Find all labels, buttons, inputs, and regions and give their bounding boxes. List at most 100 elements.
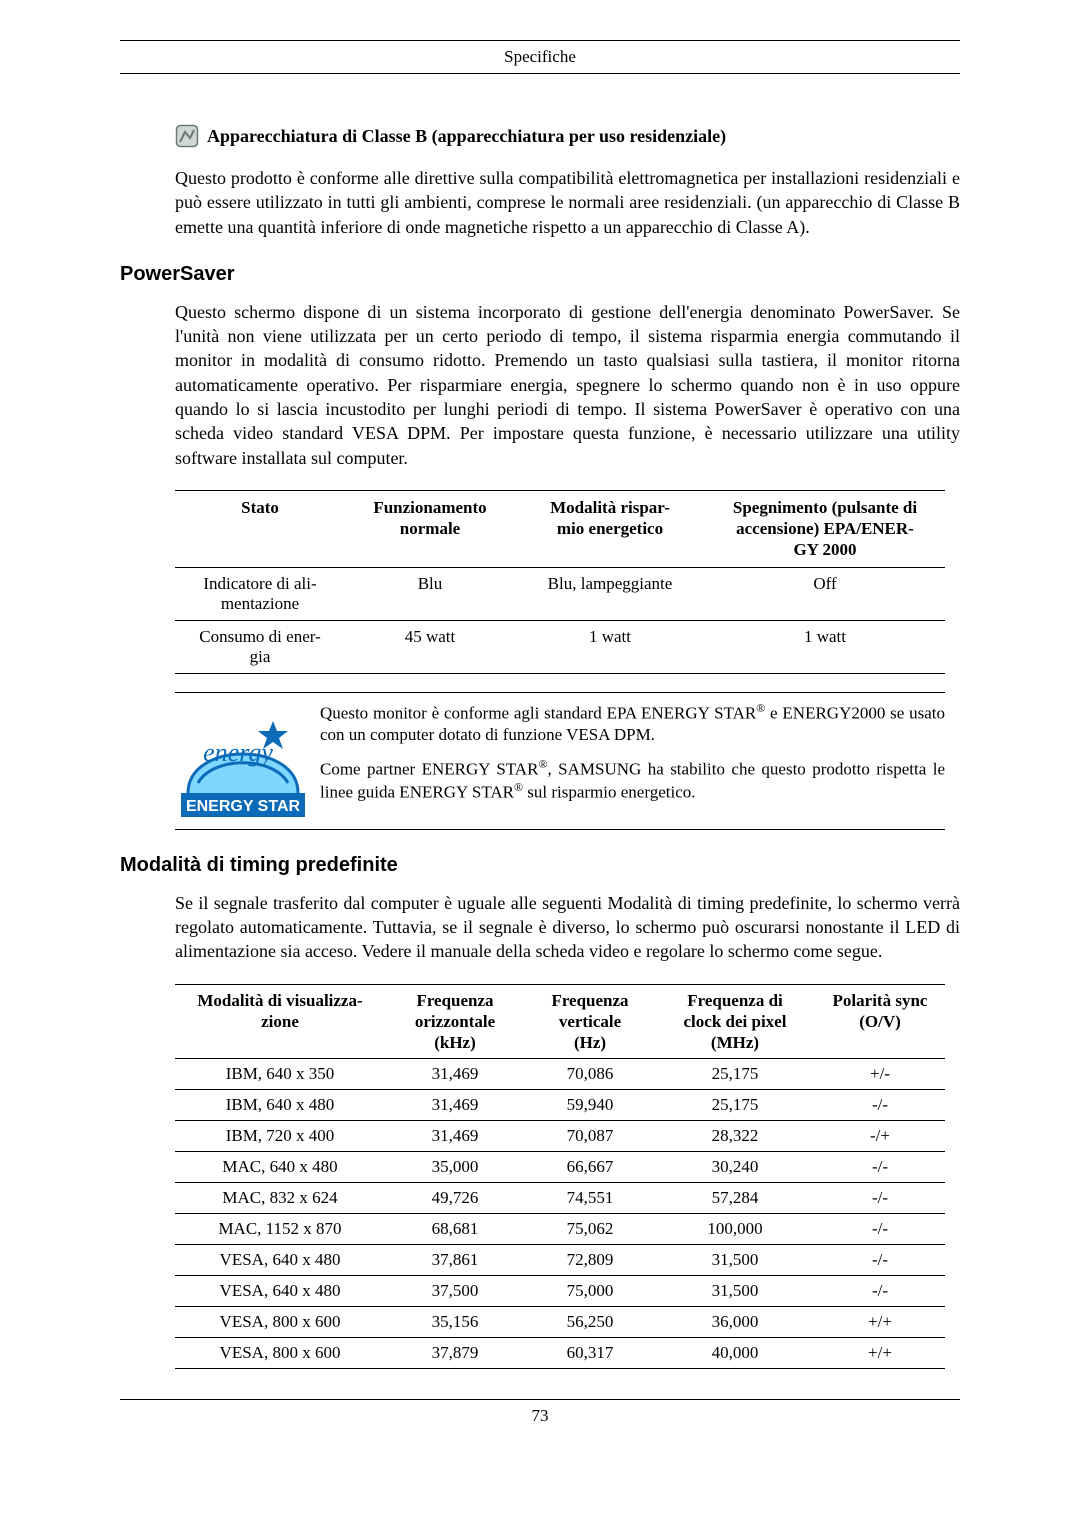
timing-row: IBM, 720 x 40031,46970,08728,322-/+ — [175, 1121, 945, 1152]
timing-row: MAC, 640 x 48035,00066,66730,240-/- — [175, 1152, 945, 1183]
ps-row2-v3: 1 watt — [705, 620, 945, 673]
timing-cell-hf: 31,469 — [385, 1121, 525, 1152]
timing-row: VESA, 800 x 60035,15656,25036,000+/+ — [175, 1307, 945, 1338]
timing-cell-mode: MAC, 832 x 624 — [175, 1183, 385, 1214]
timing-cell-hf: 68,681 — [385, 1214, 525, 1245]
timing-cell-pc: 25,175 — [655, 1090, 815, 1121]
timing-cell-hf: 37,879 — [385, 1338, 525, 1369]
timing-col-polarity: Polarità sync(O/V) — [815, 984, 945, 1059]
powersaver-header-row: Stato Funzionamento normale Modalità ris… — [175, 490, 945, 567]
reg-mark-icon: ® — [756, 701, 765, 715]
energy-star-label-text: ENERGY STAR — [185, 798, 300, 815]
timing-body: Se il segnale trasferito dal computer è … — [175, 891, 960, 964]
timing-cell-pc: 30,240 — [655, 1152, 815, 1183]
timing-cell-pc: 31,500 — [655, 1245, 815, 1276]
energy-star-script: energy — [203, 738, 273, 767]
timing-cell-vf: 59,940 — [525, 1090, 655, 1121]
timing-cell-pol: -/- — [815, 1214, 945, 1245]
energy-star-text: Questo monitor è conforme agli standard … — [310, 701, 945, 821]
document-page: Specifiche Apparecchiatura di Classe B (… — [0, 0, 1080, 1486]
timing-cell-pol: -/- — [815, 1090, 945, 1121]
ps-col-saving: Modalità rispar- mio energetico — [515, 490, 705, 567]
timing-cell-vf: 56,250 — [525, 1307, 655, 1338]
timing-cell-pol: -/- — [815, 1245, 945, 1276]
timing-cell-pc: 57,284 — [655, 1183, 815, 1214]
ps-row2-v2: 1 watt — [515, 620, 705, 673]
timing-col-hfreq: Frequenzaorizzontale(kHz) — [385, 984, 525, 1059]
timing-cell-vf: 75,000 — [525, 1276, 655, 1307]
timing-cell-pc: 100,000 — [655, 1214, 815, 1245]
timing-cell-mode: VESA, 800 x 600 — [175, 1338, 385, 1369]
timing-row: MAC, 832 x 62449,72674,55157,284-/- — [175, 1183, 945, 1214]
timing-cell-vf: 74,551 — [525, 1183, 655, 1214]
estar-p2a: Come partner ENERGY STAR — [320, 759, 538, 778]
timing-cell-pc: 31,500 — [655, 1276, 815, 1307]
timing-cell-mode: VESA, 640 x 480 — [175, 1245, 385, 1276]
note-icon — [175, 124, 199, 148]
page-header: Specifiche — [120, 47, 960, 67]
ps-col-off: Spegnimento (pulsante di accen­sione) EP… — [705, 490, 945, 567]
header-top-rule — [120, 40, 960, 41]
energy-star-logo: ENERGY STAR energy — [175, 701, 310, 821]
timing-header-row: Modalità di visualizza-zione Frequenzaor… — [175, 984, 945, 1059]
header-bottom-rule — [120, 73, 960, 74]
timing-cell-hf: 37,500 — [385, 1276, 525, 1307]
powersaver-table: Stato Funzionamento normale Modalità ris… — [175, 490, 945, 674]
ps-col-normal: Funzionamento normale — [345, 490, 515, 567]
timing-cell-hf: 35,000 — [385, 1152, 525, 1183]
timing-cell-pc: 28,322 — [655, 1121, 815, 1152]
ps-row1-v2: Blu, lampeggiante — [515, 567, 705, 620]
timing-col-pixelclock: Frequenza diclock dei pixel(MHz) — [655, 984, 815, 1059]
ps-row-indicator: Indicatore di ali- mentazione Blu Blu, l… — [175, 567, 945, 620]
ps-col-stato: Stato — [175, 490, 345, 567]
timing-row: VESA, 640 x 48037,50075,00031,500-/- — [175, 1276, 945, 1307]
powersaver-body: Questo schermo dispone di un sistema inc… — [175, 300, 960, 470]
reg-mark-icon: ® — [514, 780, 523, 794]
timing-cell-mode: MAC, 1152 x 870 — [175, 1214, 385, 1245]
timing-table: Modalità di visualizza-zione Frequenzaor… — [175, 984, 945, 1370]
timing-cell-mode: IBM, 640 x 350 — [175, 1059, 385, 1090]
timing-cell-vf: 60,317 — [525, 1338, 655, 1369]
timing-row: IBM, 640 x 35031,46970,08625,175+/- — [175, 1059, 945, 1090]
timing-cell-hf: 49,726 — [385, 1183, 525, 1214]
timing-row: IBM, 640 x 48031,46959,94025,175-/- — [175, 1090, 945, 1121]
ps-row1-v3: Off — [705, 567, 945, 620]
timing-cell-pol: -/- — [815, 1183, 945, 1214]
energy-star-block: ENERGY STAR energy Questo monitor è conf… — [175, 692, 945, 830]
timing-col-vfreq: Frequenzaverticale(Hz) — [525, 984, 655, 1059]
timing-cell-vf: 70,086 — [525, 1059, 655, 1090]
estar-p1a: Questo monitor è conforme agli standard … — [320, 703, 756, 722]
timing-cell-hf: 35,156 — [385, 1307, 525, 1338]
ps-row2-v1: 45 watt — [345, 620, 515, 673]
timing-row: MAC, 1152 x 87068,68175,062100,000-/- — [175, 1214, 945, 1245]
ps-row1-v1: Blu — [345, 567, 515, 620]
ps-row-consumption: Consumo di ener- gia 45 watt 1 watt 1 wa… — [175, 620, 945, 673]
timing-cell-pol: -/- — [815, 1276, 945, 1307]
class-b-title: Apparecchiatura di Classe B (apparecchia… — [207, 126, 726, 147]
timing-cell-hf: 31,469 — [385, 1090, 525, 1121]
timing-cell-mode: VESA, 640 x 480 — [175, 1276, 385, 1307]
timing-cell-vf: 72,809 — [525, 1245, 655, 1276]
timing-row: VESA, 640 x 48037,86172,80931,500-/- — [175, 1245, 945, 1276]
ps-row1-label: Indicatore di ali- mentazione — [175, 567, 345, 620]
timing-cell-mode: MAC, 640 x 480 — [175, 1152, 385, 1183]
timing-cell-mode: VESA, 800 x 600 — [175, 1307, 385, 1338]
page-number: 73 — [120, 1406, 960, 1426]
timing-cell-pol: -/+ — [815, 1121, 945, 1152]
timing-cell-vf: 75,062 — [525, 1214, 655, 1245]
estar-p2c: sul risparmio energetico. — [523, 783, 695, 802]
timing-cell-pol: -/- — [815, 1152, 945, 1183]
timing-cell-mode: IBM, 720 x 400 — [175, 1121, 385, 1152]
timing-cell-pol: +/+ — [815, 1338, 945, 1369]
ps-row2-label: Consumo di ener- gia — [175, 620, 345, 673]
timing-cell-pol: +/+ — [815, 1307, 945, 1338]
footer-rule — [120, 1399, 960, 1400]
timing-cell-pc: 40,000 — [655, 1338, 815, 1369]
timing-heading: Modalità di timing predefinite — [120, 854, 960, 877]
timing-col-mode: Modalità di visualizza-zione — [175, 984, 385, 1059]
class-b-body: Questo prodotto è conforme alle direttiv… — [175, 166, 960, 239]
timing-cell-pol: +/- — [815, 1059, 945, 1090]
timing-row: VESA, 800 x 60037,87960,31740,000+/+ — [175, 1338, 945, 1369]
timing-cell-pc: 25,175 — [655, 1059, 815, 1090]
timing-cell-pc: 36,000 — [655, 1307, 815, 1338]
